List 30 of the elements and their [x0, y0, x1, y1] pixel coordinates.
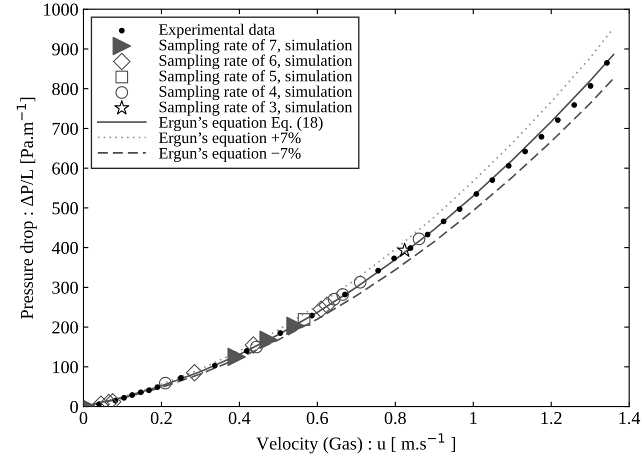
y-tick-label: 100: [53, 361, 78, 374]
x-tick-label: 0.2: [150, 412, 172, 424]
legend-label: Sampling rate of 4, simulation: [160, 85, 352, 100]
legend-label: Sampling rate of 7, simulation: [160, 38, 352, 54]
x-axis-title: Velocity (Gas) : u [ m.s$^{−1}$ ]: [256, 433, 456, 454]
x-tick-label: 1.2: [542, 412, 562, 424]
legend-label: Sampling rate of 3, simulation: [160, 100, 352, 116]
legend-label: Experimental data: [158, 24, 275, 38]
y-tick-label: 300: [52, 282, 78, 294]
y-tick-label: 400: [52, 242, 78, 254]
y-tick-label: 700: [52, 122, 78, 135]
x-tick-label: 0: [80, 412, 88, 424]
y-axis-title: Pressure drop : ΔP/L [Pa.m$^{−1}$]: [16, 98, 37, 319]
legend-label: Ergun’s equation Eq. (18): [158, 116, 323, 132]
y-tick-label: 500: [52, 202, 78, 214]
x-tick-label: 1.4: [619, 412, 640, 424]
legend-label: Ergun’s equation +7%: [158, 132, 301, 146]
x-tick-label: 0.4: [228, 412, 250, 424]
y-tick-label: 600: [52, 162, 78, 175]
y-tick-label: 0: [70, 400, 78, 413]
x-tick-label: 0.8: [384, 412, 406, 424]
y-tick-label: 800: [52, 82, 78, 96]
y-tick-label: 200: [52, 321, 78, 334]
y-tick-label: 1000: [44, 3, 78, 16]
x-tick-label: 0.6: [306, 412, 328, 424]
legend-label: Ergun’s equation −7%: [158, 148, 301, 162]
y-tick-label: 900: [52, 43, 78, 56]
legend-label: Sampling rate of 6, simulation: [160, 54, 352, 70]
legend-label: Sampling rate of 5, simulation: [160, 70, 352, 85]
x-tick-label: 1: [470, 412, 477, 424]
